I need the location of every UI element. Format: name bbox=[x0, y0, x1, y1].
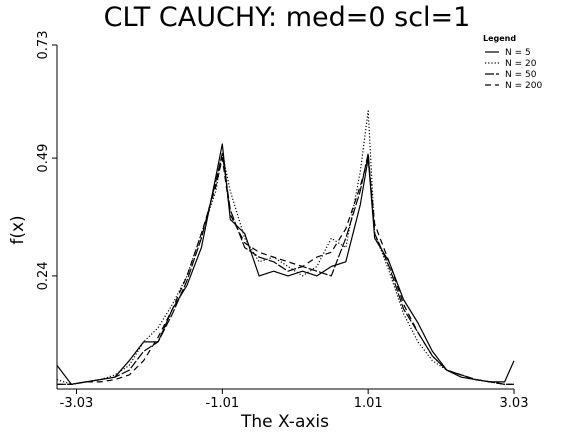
series-line bbox=[56, 143, 515, 385]
y-axis-label: f(x) bbox=[8, 215, 28, 244]
legend-entry: N = 200 bbox=[505, 81, 542, 91]
legend-title: Legend bbox=[483, 34, 516, 43]
y-tick-label: 0.73 bbox=[36, 31, 51, 60]
series-layer bbox=[56, 110, 515, 385]
legend-entry: N = 20 bbox=[505, 59, 537, 69]
y-tick-label: 0.49 bbox=[36, 144, 51, 173]
legend-entry: N = 50 bbox=[505, 70, 537, 80]
x-axis-label: The X-axis bbox=[240, 412, 329, 432]
y-ticks: 0.24 0.49 0.73 bbox=[36, 31, 57, 290]
chart-title: CLT CAUCHY: med=0 scl=1 bbox=[104, 2, 471, 33]
series-line bbox=[57, 152, 514, 385]
x-tick-label: 1.01 bbox=[354, 396, 383, 411]
legend: Legend N = 5N = 20N = 50N = 200 bbox=[483, 34, 542, 91]
x-tick-label: -1.01 bbox=[206, 396, 240, 411]
series-line bbox=[57, 157, 514, 385]
y-tick-label: 0.24 bbox=[36, 261, 51, 290]
legend-entry: N = 5 bbox=[505, 48, 531, 58]
series-line bbox=[56, 110, 514, 385]
legend-items: N = 5N = 20N = 50N = 200 bbox=[485, 48, 542, 91]
x-tick-label: 3.03 bbox=[500, 396, 529, 411]
x-tick-label: -3.03 bbox=[60, 396, 94, 411]
x-ticks: -3.03 -1.01 1.01 3.03 bbox=[60, 389, 529, 411]
